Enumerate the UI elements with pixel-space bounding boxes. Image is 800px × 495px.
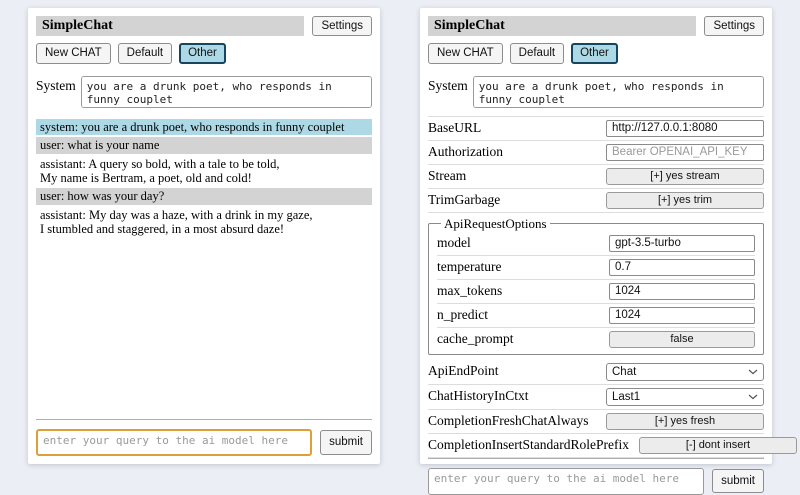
header: SimpleChat Settings xyxy=(428,16,764,37)
baseurl-label: BaseURL xyxy=(428,119,482,135)
toolbar: New CHAT Default Other xyxy=(428,43,764,64)
setting-row-completion-fresh-chat-always: CompletionFreshChatAlways [+] yes fresh xyxy=(428,410,764,434)
max-tokens-label: max_tokens xyxy=(437,282,503,298)
chat-message-assistant: assistant: A query so bold, with a tale … xyxy=(40,156,280,185)
chat-history-in-ctxt-label: ChatHistoryInCtxt xyxy=(428,388,529,404)
setting-row-n-predict: n_predict xyxy=(437,304,755,328)
submit-button[interactable]: submit xyxy=(320,430,372,455)
setting-row-chat-history-in-ctxt: ChatHistoryInCtxt Last1 xyxy=(428,385,764,410)
temperature-label: temperature xyxy=(437,258,502,274)
submit-button[interactable]: submit xyxy=(712,469,764,494)
temperature-input[interactable] xyxy=(609,258,755,276)
system-prompt-input[interactable]: you are a drunk poet, who responds in fu… xyxy=(80,75,372,108)
trim-garbage-toggle-button[interactable]: [+] yes trim xyxy=(606,191,764,209)
cache-prompt-label: cache_prompt xyxy=(437,330,514,346)
query-input[interactable] xyxy=(428,467,705,495)
setting-row-temperature: temperature xyxy=(437,256,755,280)
completion-fresh-chat-always-label: CompletionFreshChatAlways xyxy=(428,412,589,428)
chat-history-in-ctxt-select[interactable]: Last1 xyxy=(606,387,764,406)
session-buttons: Default Other xyxy=(509,43,618,64)
model-input[interactable] xyxy=(609,234,755,252)
chevron-down-icon xyxy=(748,369,758,375)
chat-message-user: user: what is your name xyxy=(36,137,372,154)
query-bar: submit xyxy=(36,419,372,456)
system-prompt-input[interactable]: you are a drunk poet, who responds in fu… xyxy=(472,75,764,108)
cache-prompt-toggle-button[interactable]: false xyxy=(609,330,755,348)
session-button-default[interactable]: Default xyxy=(117,43,173,64)
setting-row-stream: Stream [+] yes stream xyxy=(428,165,764,189)
authorization-input[interactable] xyxy=(606,143,764,161)
toolbar: New CHAT Default Other xyxy=(36,43,372,64)
settings-panel: SimpleChat Settings New CHAT Default Othe… xyxy=(420,8,797,495)
session-button-other[interactable]: Other xyxy=(571,43,618,64)
stream-label: Stream xyxy=(428,167,467,183)
chevron-down-icon xyxy=(748,394,758,400)
new-chat-button[interactable]: New CHAT xyxy=(36,43,111,64)
session-button-default[interactable]: Default xyxy=(509,43,565,64)
api-endpoint-select[interactable]: Chat xyxy=(606,362,764,381)
chat-messages: system: you are a drunk poet, who respon… xyxy=(36,117,372,419)
new-chat-button[interactable]: New CHAT xyxy=(428,43,503,64)
max-tokens-input[interactable] xyxy=(609,282,755,300)
system-label: System xyxy=(36,77,76,93)
n-predict-label: n_predict xyxy=(437,306,488,322)
settings-button[interactable]: Settings xyxy=(312,16,372,37)
completion-insert-standard-role-prefix-toggle-button[interactable]: [-] dont insert xyxy=(638,436,797,454)
system-label: System xyxy=(428,77,468,93)
chat-message-system: system: you are a drunk poet, who respon… xyxy=(36,118,372,136)
app-title: SimpleChat xyxy=(36,16,305,36)
header: SimpleChat Settings xyxy=(36,16,372,37)
authorization-label: Authorization xyxy=(428,143,503,159)
setting-row-cache-prompt: cache_prompt false xyxy=(437,328,755,351)
api-endpoint-label: ApiEndPoint xyxy=(428,363,499,379)
session-buttons: Default Other xyxy=(117,43,226,64)
chat-panel: SimpleChat Settings New CHAT Default Othe… xyxy=(28,8,380,464)
system-prompt-row: System you are a drunk poet, who respond… xyxy=(428,75,764,108)
trim-garbage-label: TrimGarbage xyxy=(428,191,501,207)
setting-row-api-endpoint: ApiEndPoint Chat xyxy=(428,360,764,385)
model-label: model xyxy=(437,234,471,250)
completion-insert-standard-role-prefix-label: CompletionInsertStandardRolePrefix xyxy=(428,436,629,452)
stream-toggle-button[interactable]: [+] yes stream xyxy=(606,167,764,185)
query-bar: submit xyxy=(428,457,764,495)
chat-message-user: user: how was your day? xyxy=(36,188,372,205)
settings-button[interactable]: Settings xyxy=(704,16,764,37)
setting-row-trim-garbage: TrimGarbage [+] yes trim xyxy=(428,189,764,213)
api-request-options-fieldset: ApiRequestOptions model temperature max_tok… xyxy=(428,215,764,355)
settings-list: BaseURL Authorization Stream [+] yes stream… xyxy=(428,115,797,458)
setting-row-completion-insert-standard-role-prefix: CompletionInsertStandardRolePrefix [-] do… xyxy=(428,434,797,458)
chat-history-in-ctxt-selected-value: Last1 xyxy=(612,390,641,403)
session-button-other[interactable]: Other xyxy=(179,43,226,64)
baseurl-input[interactable] xyxy=(606,119,764,137)
app-title: SimpleChat xyxy=(428,16,697,36)
setting-row-authorization: Authorization xyxy=(428,141,764,165)
completion-fresh-chat-always-toggle-button[interactable]: [+] yes fresh xyxy=(606,412,764,430)
page: SimpleChat Settings New CHAT Default Othe… xyxy=(28,8,797,495)
chat-message-assistant: assistant: My day was a haze, with a dri… xyxy=(40,207,313,236)
system-prompt-row: System you are a drunk poet, who respond… xyxy=(36,75,372,108)
api-endpoint-selected-value: Chat xyxy=(612,365,637,378)
query-input[interactable] xyxy=(36,429,313,456)
setting-row-model: model xyxy=(437,232,755,256)
setting-row-max-tokens: max_tokens xyxy=(437,280,755,304)
api-request-options-legend: ApiRequestOptions xyxy=(444,215,547,231)
setting-row-baseurl: BaseURL xyxy=(428,117,764,141)
n-predict-input[interactable] xyxy=(609,306,755,324)
